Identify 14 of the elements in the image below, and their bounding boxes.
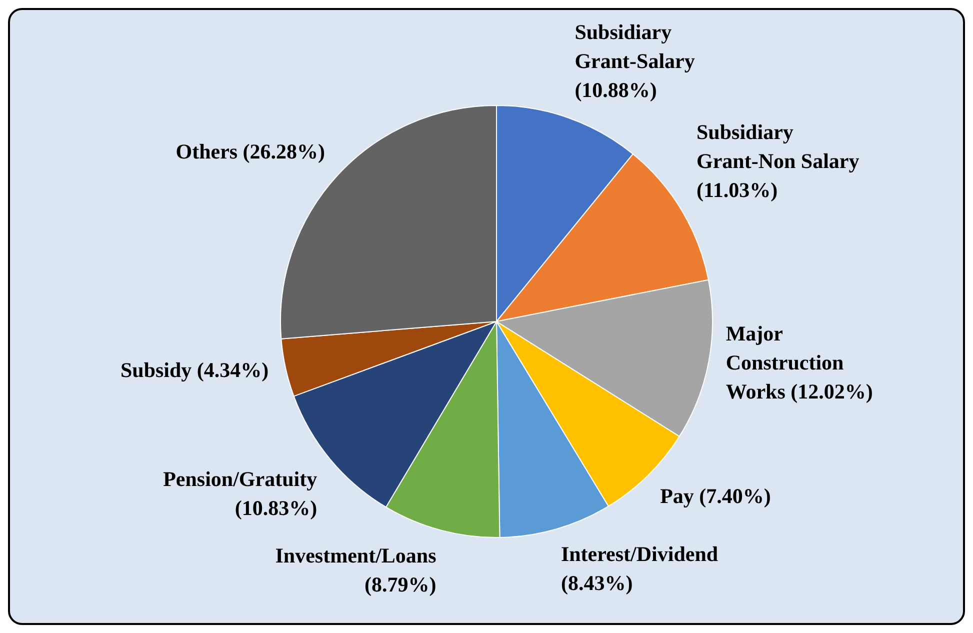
data-label: (10.83%): [234, 496, 318, 520]
slice-label: Subsidiary Grant-Salary: [574, 20, 696, 74]
slice-label: Interest/Dividend: [560, 542, 718, 566]
slice-label: Investment/Loans: [275, 543, 436, 568]
data-label: (10.88%): [574, 78, 657, 102]
data-label: (8.43%): [560, 571, 633, 596]
slice-label: Pay (7.40%): [660, 484, 771, 508]
data-label: (11.03%): [696, 178, 778, 202]
slice-label: Subsidy (4.34%): [120, 358, 269, 382]
data-label: (8.79%): [364, 572, 436, 596]
slice-label: Others (26.28%): [176, 140, 326, 164]
slice-label: Major Construction Works (12.02%): [726, 321, 873, 404]
slice-label: Subsidiary Grant-Non Salary: [696, 120, 860, 173]
slice-label: Pension/Gratuity: [163, 467, 318, 492]
